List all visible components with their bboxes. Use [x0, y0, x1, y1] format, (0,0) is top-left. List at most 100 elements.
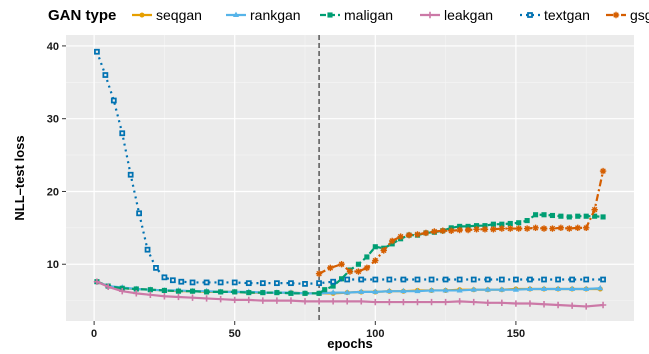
data-point-maligan	[566, 214, 572, 220]
data-point-maligan	[592, 213, 598, 219]
x-tick-label: 50	[229, 328, 241, 340]
data-point-maligan	[364, 254, 370, 260]
data-point-textgan	[127, 171, 134, 178]
data-point-maligan	[465, 223, 471, 229]
legend-item-leakgan: leakgan	[420, 7, 493, 23]
data-point-gsgan	[473, 226, 480, 233]
data-point-maligan	[147, 287, 153, 293]
data-point-textgan	[217, 279, 224, 286]
data-point-maligan	[457, 223, 463, 229]
legend-item-gsgan: gsgan	[606, 7, 649, 23]
data-point-leakgan	[203, 295, 210, 302]
data-point-textgan	[400, 276, 407, 283]
data-point-leakgan	[526, 300, 534, 307]
data-point-gsgan	[566, 225, 573, 232]
data-point-gsgan	[523, 225, 531, 232]
data-point-rankgan	[512, 286, 519, 292]
data-point-leakgan	[428, 298, 435, 306]
data-point-gsgan	[574, 224, 581, 232]
data-point-rankgan	[540, 285, 548, 291]
data-point-textgan	[414, 276, 421, 283]
x-tick-label: 100	[366, 328, 384, 340]
data-point-textgan	[330, 278, 337, 285]
data-point-rankgan	[555, 285, 562, 291]
data-point-rankgan	[470, 286, 477, 292]
data-point-textgan	[144, 246, 151, 253]
data-point-maligan	[330, 283, 336, 289]
data-point-textgan	[288, 280, 294, 287]
data-point-leakgan	[540, 301, 548, 308]
data-point-leakgan	[231, 296, 238, 304]
data-point-maligan	[246, 290, 252, 296]
data-point-maligan	[316, 290, 322, 296]
data-point-maligan	[482, 223, 488, 229]
data-point-leakgan	[599, 301, 607, 309]
data-point-leakgan	[484, 299, 491, 307]
data-point-leakgan	[582, 303, 590, 310]
data-point-textgan	[161, 274, 168, 281]
data-point-leakgan	[358, 298, 365, 305]
data-point-maligan	[218, 289, 224, 295]
legend-key-marker	[232, 11, 240, 18]
data-point-maligan	[541, 212, 547, 218]
data-point-gsgan	[327, 264, 334, 272]
data-point-gsgan	[315, 270, 323, 277]
data-point-rankgan	[498, 286, 505, 292]
data-point-maligan	[204, 289, 210, 295]
series-line-gsgan	[318, 170, 605, 275]
data-point-maligan	[600, 214, 606, 220]
data-point-textgan	[231, 279, 238, 286]
legend-key-marker	[426, 11, 434, 19]
legend-key-marker	[327, 12, 333, 18]
data-point-rankgan	[358, 288, 365, 294]
data-point-leakgan	[386, 298, 393, 306]
data-point-textgan	[498, 276, 505, 283]
data-point-gsgan	[439, 227, 446, 234]
data-point-leakgan	[372, 298, 379, 306]
data-point-maligan	[339, 276, 345, 282]
data-point-gsgan	[405, 231, 413, 239]
data-point-leakgan	[273, 297, 281, 304]
data-point-textgan	[245, 280, 252, 287]
data-point-maligan	[302, 290, 308, 296]
data-point-textgan	[372, 276, 379, 283]
data-point-rankgan	[330, 289, 337, 295]
data-point-maligan	[583, 213, 589, 219]
data-point-gsgan	[338, 261, 345, 268]
data-point-maligan	[490, 221, 496, 227]
data-point-textgan	[136, 210, 142, 217]
data-point-maligan	[516, 220, 522, 226]
legend-label: textgan	[544, 7, 590, 23]
data-point-gsgan	[481, 226, 489, 233]
data-point-leakgan	[93, 278, 101, 285]
legend-key-marker	[139, 12, 145, 18]
legend-label: seqgan	[156, 7, 202, 23]
data-point-textgan	[470, 276, 477, 283]
legend-label: maligan	[344, 7, 393, 23]
data-point-textgan	[456, 276, 463, 283]
data-point-maligan	[288, 290, 294, 296]
data-point-rankgan	[400, 287, 407, 294]
legend-key-marker	[612, 11, 620, 19]
legend: GAN type seqgan rankgan maligan leakgan text…	[48, 7, 649, 24]
y-tick-label: 10	[47, 259, 59, 271]
data-point-gsgan	[591, 206, 598, 213]
data-point-rankgan	[597, 284, 604, 291]
data-point-maligan	[189, 288, 196, 294]
data-point-leakgan	[161, 293, 168, 300]
legend-title: GAN type	[48, 7, 116, 24]
data-point-textgan	[600, 276, 606, 283]
data-point-maligan	[161, 287, 167, 293]
data-point-leakgan	[133, 290, 140, 297]
data-point-gsgan	[388, 237, 396, 245]
data-point-leakgan	[175, 293, 182, 301]
series-line-textgan	[95, 51, 604, 285]
data-point-leakgan	[301, 298, 309, 305]
data-point-gsgan	[448, 227, 455, 234]
data-point-textgan	[442, 276, 449, 283]
data-point-rankgan	[484, 286, 491, 292]
data-point-maligan	[499, 221, 505, 227]
x-axis-title: epochs	[327, 336, 373, 351]
data-point-maligan	[549, 212, 556, 219]
